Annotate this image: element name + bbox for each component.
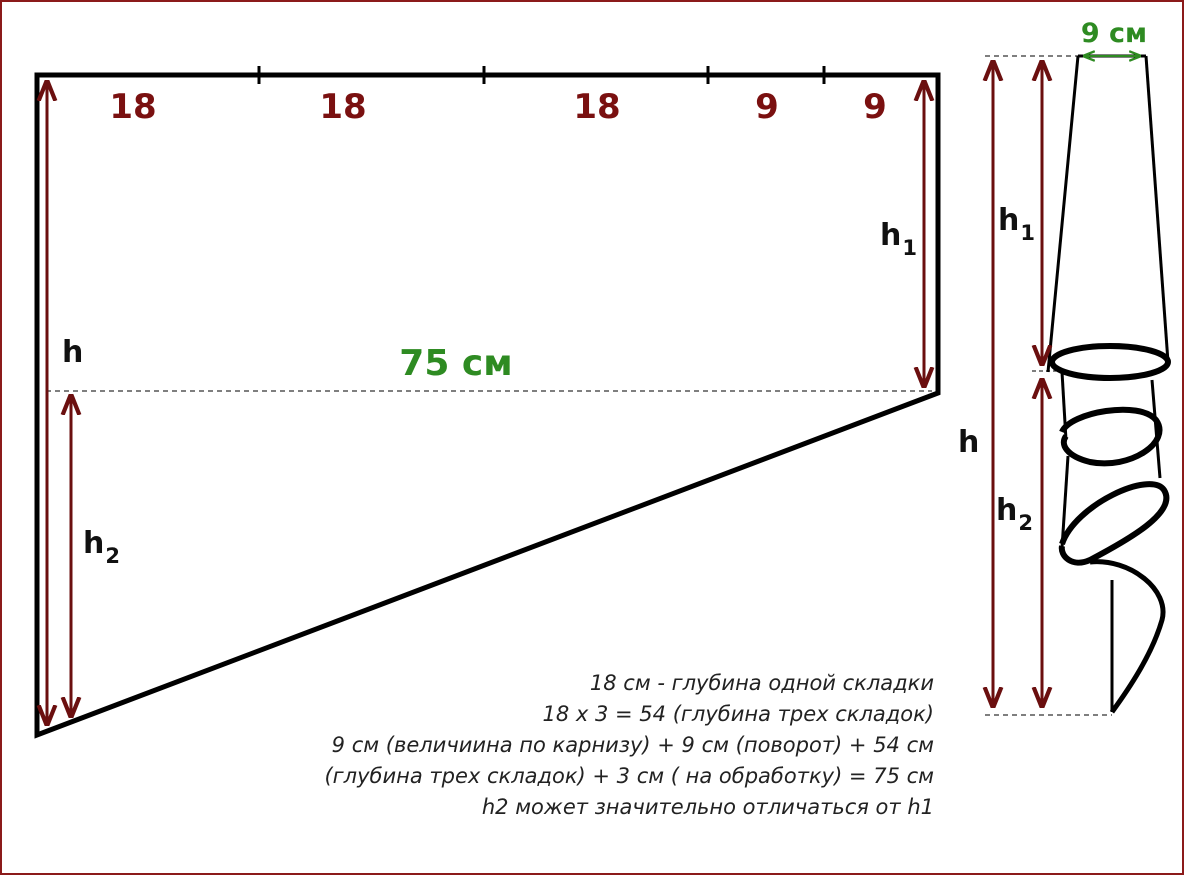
note-line: (глубина трех складок) + 3 см ( на обраб… [324,764,934,788]
h2-label: h2 [83,526,120,568]
segment-4-label: 9 [755,87,779,127]
segment-2-label: 18 [319,87,366,127]
note-line: 9 см (величиина по карнизу) + 9 см (пово… [331,733,934,757]
width-label: 75 см [399,343,512,384]
jabot-side-view [985,54,1171,716]
side-h1-label: h1 [998,203,1035,245]
h1-label: h1 [880,218,917,260]
note-line: 18 см - глубина одной складки [589,671,934,695]
h-label: h [62,335,83,370]
explanation-notes: 18 см - глубина одной складки 18 х 3 = 5… [324,668,934,823]
note-line: h2 может значительно отличаться от h1 [481,795,934,819]
side-h2-label: h2 [996,493,1033,535]
segment-1-label: 18 [109,87,156,127]
top-width-label: 9 см [1081,18,1147,49]
pattern-outline [34,72,941,739]
segment-3-label: 18 [573,87,620,127]
side-h-label: h [958,425,979,460]
segment-5-label: 9 [863,87,887,127]
segment-ticks [257,66,826,84]
note-line: 18 х 3 = 54 (глубина трех складок) [542,702,934,726]
